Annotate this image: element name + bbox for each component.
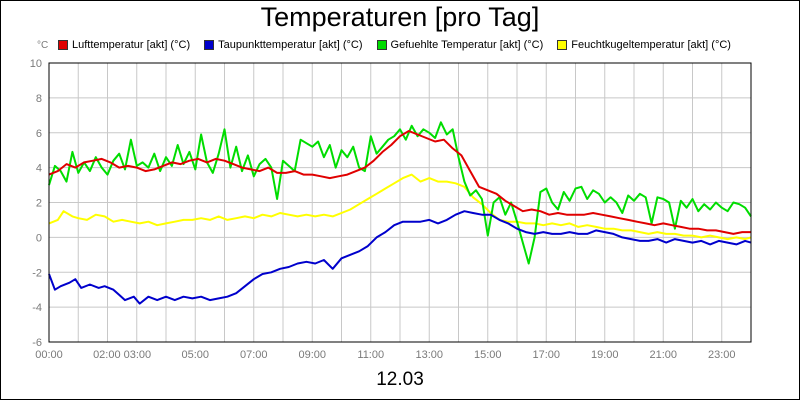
x-tick-label: 07:00 xyxy=(240,349,268,361)
plot-border xyxy=(48,62,752,343)
legend-item: Lufttemperatur [akt] (°C) xyxy=(58,38,190,52)
series-line xyxy=(48,210,752,305)
y-tick-label: -6 xyxy=(32,337,42,349)
legend-swatch xyxy=(204,40,215,50)
y-unit-label: °C xyxy=(37,40,49,51)
x-tick-label: 15:00 xyxy=(474,349,502,361)
x-tick-label: 02:00 03:00 xyxy=(93,349,151,361)
chart-title: Temperaturen [pro Tag] xyxy=(260,2,540,32)
x-tick-label: 23:00 xyxy=(708,349,736,361)
y-tick-label: 6 xyxy=(36,128,42,140)
legend-item: Taupunkttemperatur [akt] (°C) xyxy=(204,38,363,52)
y-tick-label: 4 xyxy=(36,163,42,175)
legend-item: Feuchtkugeltemperatur [akt] (°C) xyxy=(557,38,731,52)
x-tick-label: 00:00 xyxy=(35,349,63,361)
legend-label: Taupunkttemperatur [akt] (°C) xyxy=(218,39,363,51)
legend-label: Gefuehlte Temperatur [akt] (°C) xyxy=(390,39,544,51)
x-tick-label: 17:00 xyxy=(532,349,560,361)
y-tick-label: 2 xyxy=(36,198,42,210)
legend: Lufttemperatur [akt] (°C) Taupunkttempera… xyxy=(58,38,745,52)
legend-swatch xyxy=(376,40,387,50)
date-label: 12.03 xyxy=(376,369,424,390)
legend-label: Feuchtkugeltemperatur [akt] (°C) xyxy=(571,39,731,51)
series-line xyxy=(48,130,751,235)
y-tick-label: -2 xyxy=(32,267,42,279)
legend-swatch xyxy=(557,40,568,50)
x-tick-label: 19:00 xyxy=(591,349,619,361)
series-line xyxy=(48,121,752,265)
series-line xyxy=(48,173,752,241)
y-tick-label: -4 xyxy=(32,302,42,314)
legend-item: Gefuehlte Temperatur [akt] (°C) xyxy=(376,38,544,52)
x-tick-label: 21:00 xyxy=(649,349,677,361)
x-tick-label: 05:00 xyxy=(181,349,209,361)
x-tick-label: 09:00 xyxy=(298,349,326,361)
y-tick-label: 8 xyxy=(36,93,42,105)
y-tick-label: 0 xyxy=(36,232,42,244)
x-tick-label: 13:00 xyxy=(415,349,443,361)
x-tick-label: 11:00 xyxy=(357,349,384,361)
legend-label: Lufttemperatur [akt] (°C) xyxy=(72,39,191,51)
y-tick-label: 10 xyxy=(30,58,42,70)
legend-swatch xyxy=(58,40,68,50)
